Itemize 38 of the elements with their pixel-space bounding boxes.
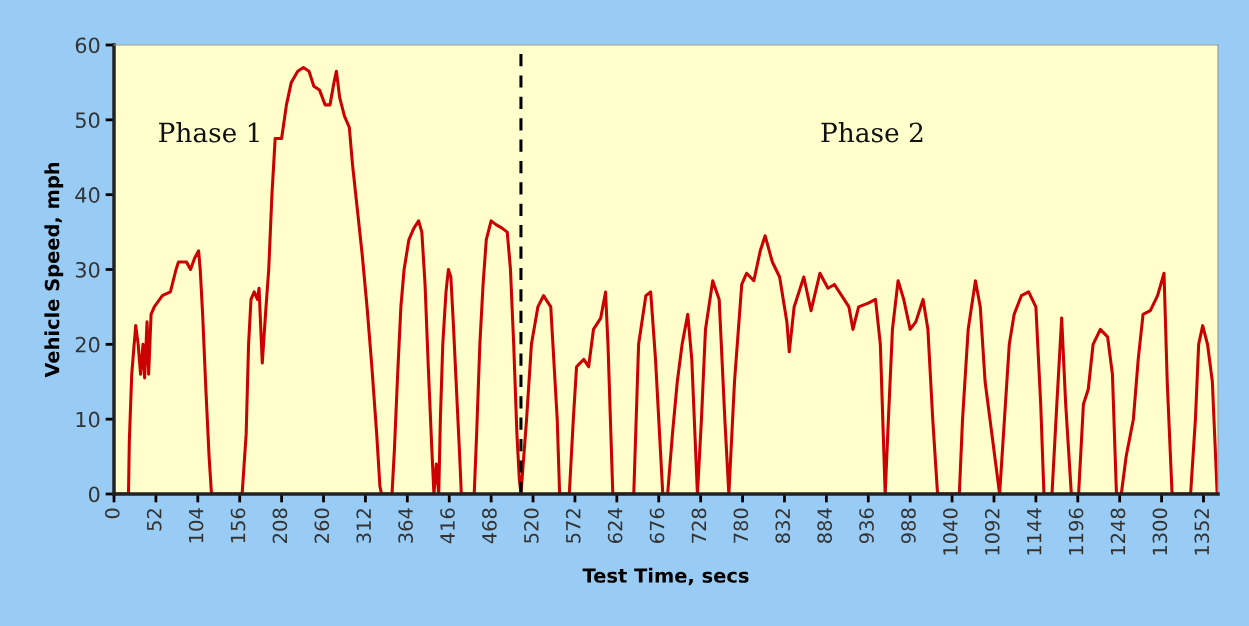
y-tick-label: 60 <box>75 37 100 54</box>
x-tick-label: 1300 <box>1152 508 1168 555</box>
y-tick-label: 20 <box>75 336 100 353</box>
x-tick-label: 1040 <box>943 508 958 555</box>
x-tick-label: 676 <box>649 508 665 543</box>
x-tick-label: 1092 <box>984 509 1000 555</box>
x-tick-label: 780 <box>733 508 749 543</box>
x-tick-label: 208 <box>272 508 288 543</box>
x-tick-label: 1248 <box>1110 508 1126 555</box>
y-axis-title: Vehicle Speed, mph <box>44 162 64 378</box>
x-tick-label: 260 <box>314 508 330 543</box>
x-tick-label: 884 <box>817 508 832 543</box>
x-tick-label: 832 <box>775 509 791 543</box>
annotation: Phase 1 <box>159 122 259 143</box>
x-tick-label: 1196 <box>1068 508 1084 555</box>
x-tick-label: 988 <box>901 508 916 544</box>
x-tick-label: 312 <box>356 509 372 543</box>
x-tick-label: 364 <box>398 508 413 543</box>
x-tick-label: 728 <box>691 508 707 543</box>
x-tick-label: 572 <box>565 509 581 543</box>
x-tick-label: 1144 <box>1027 508 1042 555</box>
y-tick-label: 30 <box>75 261 100 278</box>
y-tick-label: 40 <box>75 187 100 203</box>
x-tick-label: 156 <box>230 508 246 543</box>
x-tick-label: 52 <box>146 509 162 531</box>
x-tick-label: 104 <box>188 508 204 543</box>
annotation: Phase 2 <box>821 122 923 143</box>
x-tick-label: 520 <box>523 508 539 543</box>
x-tick-label: 936 <box>859 508 874 544</box>
x-tick-label: 468 <box>482 508 497 544</box>
x-tick-label: 624 <box>607 508 623 543</box>
y-tick-label: 50 <box>75 112 100 129</box>
y-tick-label: 10 <box>76 411 100 428</box>
x-tick-label: 416 <box>440 508 455 544</box>
y-tick-label: 0 <box>88 486 100 503</box>
x-axis-title: Test Time, secs <box>582 567 749 586</box>
x-tick-label: 1352 <box>1194 509 1210 555</box>
x-tick-label: 0 <box>104 508 120 519</box>
